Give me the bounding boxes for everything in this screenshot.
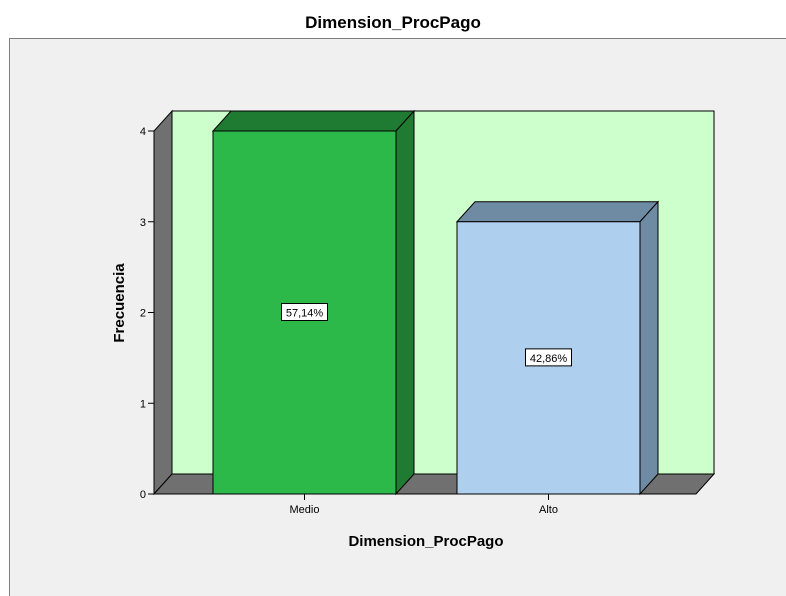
chart-title: Dimension_ProcPago [305,13,481,32]
data-label-box [281,303,328,321]
bar-top [455,201,660,223]
bar-side [639,200,659,496]
y-axis: 0 1 2 3 4 [140,126,154,501]
y-tick-label: 2 [140,308,146,320]
y-tick-label: 4 [140,126,146,138]
data-label: 42,86% [530,353,568,365]
x-axis: Medio Alto [290,494,558,516]
bars: 57,14% 42,86% [211,109,660,496]
y-tick-label: 0 [140,489,146,501]
side-wall [153,109,173,496]
bar-top [211,110,416,132]
y-tick-label: 1 [140,398,146,410]
x-tick-label: Alto [539,504,558,516]
bar-alto: 42,86% [455,200,660,496]
x-tick-label: Medio [290,504,320,516]
data-label: 57,14% [286,308,324,320]
y-tick-label: 3 [140,217,146,229]
x-axis-title: Dimension_ProcPago [348,533,503,550]
bar-side [395,109,415,496]
data-label-box [525,348,572,367]
bar-medio: 57,14% [211,109,416,496]
y-axis-title: Frecuencia [111,263,128,343]
